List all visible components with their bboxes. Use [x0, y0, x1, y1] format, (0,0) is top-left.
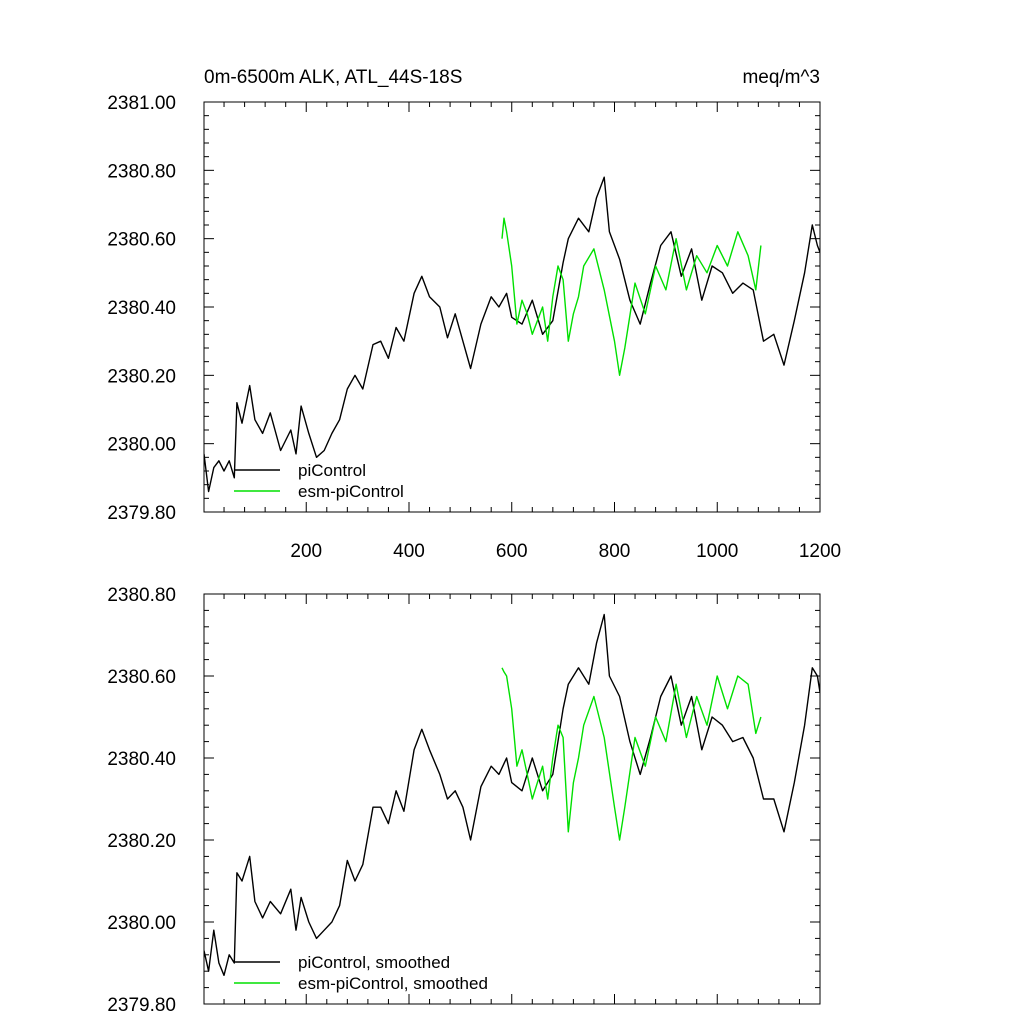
bottom-y-tick-label: 2380.20 — [107, 831, 176, 852]
units-label: meq/m^3 — [742, 67, 820, 88]
bottom-y-tick-label: 2380.40 — [107, 749, 176, 770]
top-x-tick-label: 400 — [393, 541, 425, 562]
bottom-series-line-0 — [204, 613, 820, 976]
top-series-line-1 — [501, 217, 762, 376]
top-y-tick-label: 2380.80 — [107, 161, 176, 182]
bottom-plot-frame — [203, 593, 821, 1005]
top-series-line-0 — [204, 176, 820, 493]
top-legend-label: esm-piControl — [298, 482, 404, 501]
top-x-tick-label: 600 — [496, 541, 528, 562]
panel-title: 0m-6500m ALK, ATL_44S-18S — [204, 67, 462, 88]
bottom-legend-label: piControl, smoothed — [298, 953, 450, 972]
bottom-legend-label: esm-piControl, smoothed — [298, 974, 488, 993]
bottom-y-tick-label: 2379.80 — [107, 995, 176, 1016]
bottom-panel: 2379.80 2380.00 2380.20 2380.40 2380.60 2380.… — [107, 585, 821, 1016]
top-panel: 200 400 600 800 1000 1200 2379.80 2380.00 2380.2… — [107, 93, 841, 562]
top-y-tick-label: 2380.20 — [107, 366, 176, 387]
top-x-tick-label: 800 — [599, 541, 631, 562]
top-x-tick-label: 1000 — [696, 541, 738, 562]
top-x-tick-label: 1200 — [799, 541, 841, 562]
top-y-tick-label: 2380.40 — [107, 298, 176, 319]
top-y-tick-label: 2379.80 — [107, 503, 176, 524]
top-y-tick-label: 2381.00 — [107, 93, 176, 114]
top-y-tick-label: 2380.60 — [107, 230, 176, 251]
bottom-y-tick-label: 2380.80 — [107, 585, 176, 606]
bottom-y-tick-label: 2380.00 — [107, 913, 176, 934]
bottom-series-line-1 — [501, 667, 762, 841]
top-x-tick-label: 200 — [290, 541, 322, 562]
top-y-tick-label: 2380.00 — [107, 435, 176, 456]
top-legend-label: piControl — [298, 461, 366, 480]
bottom-y-tick-label: 2380.60 — [107, 667, 176, 688]
